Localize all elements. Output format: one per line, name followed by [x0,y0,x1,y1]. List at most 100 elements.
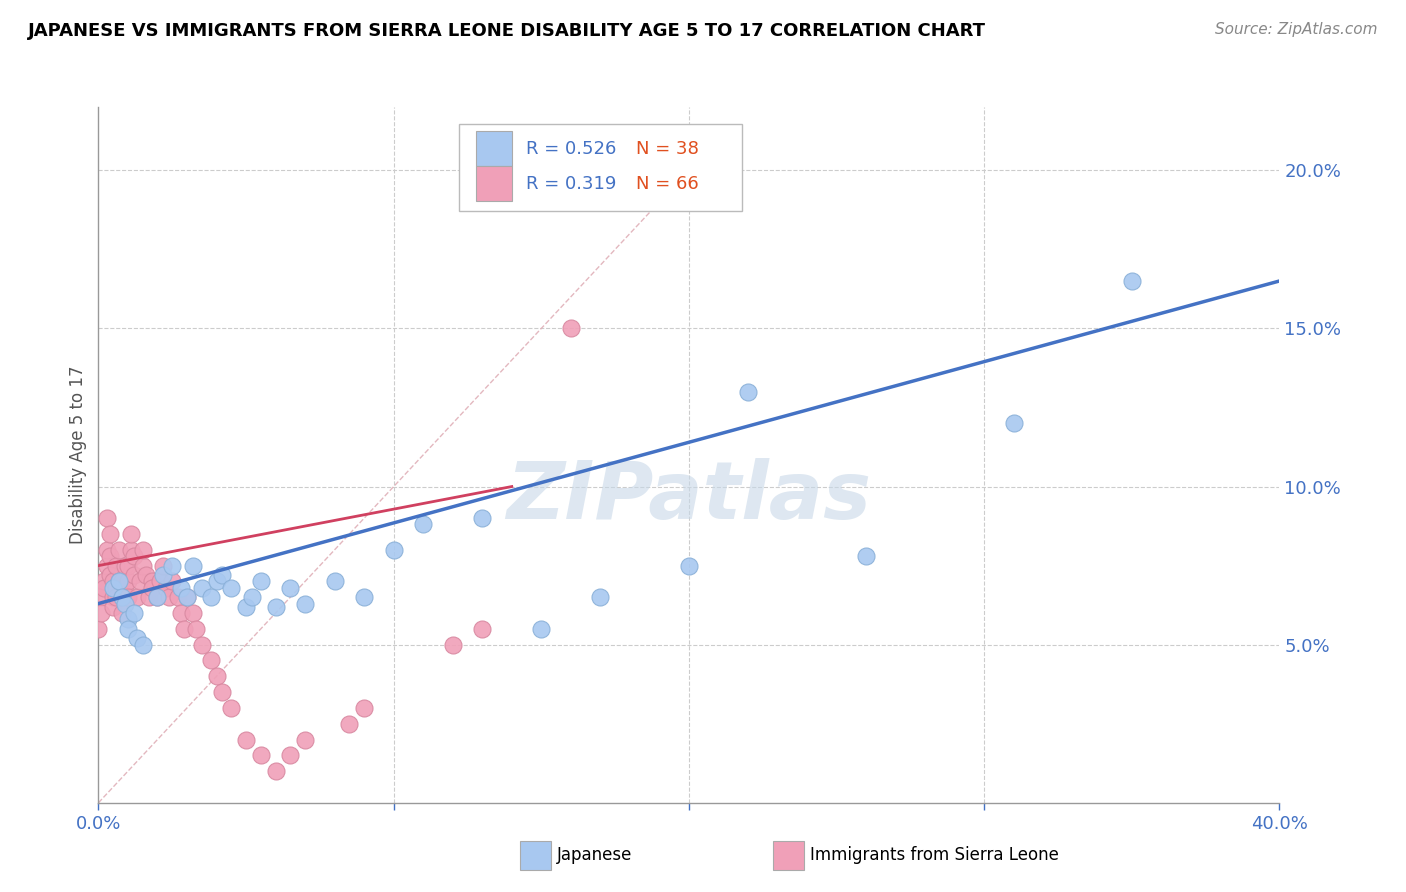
Point [353,701,375,715]
Point [108,542,131,557]
Point [1121,274,1143,288]
Point [205,574,228,589]
Point [278,581,302,595]
Point [117,591,139,605]
FancyBboxPatch shape [458,124,742,211]
Text: Source: ZipAtlas.com: Source: ZipAtlas.com [1215,22,1378,37]
Point [96,558,118,573]
Point [589,591,612,605]
Bar [477,166,512,201]
Text: Immigrants from Sierra Leone: Immigrants from Sierra Leone [810,847,1059,864]
Point [132,542,155,557]
Text: Japanese: Japanese [557,847,633,864]
Point [108,574,131,589]
Point [105,591,128,605]
Point [146,591,169,605]
Point [98,549,121,563]
Point [122,606,145,620]
Text: N = 66: N = 66 [636,175,699,193]
Point [117,574,139,589]
Point [105,558,128,573]
Point [149,574,172,589]
Point [135,568,157,582]
Point [176,591,198,605]
Point [191,638,214,652]
Point [240,591,263,605]
Point [111,591,134,605]
Point [125,591,148,605]
Point [191,581,214,595]
Point [855,549,877,563]
Point [211,568,233,582]
Point [211,685,233,699]
Point [152,568,174,582]
Point [117,612,139,626]
Point [170,606,193,620]
Point [200,591,222,605]
Point [117,622,139,636]
Point [181,606,204,620]
Point [250,748,273,763]
Point [250,574,273,589]
Point [737,384,759,399]
Point [93,581,115,595]
Text: N = 38: N = 38 [636,140,699,158]
Point [264,764,287,779]
Point [173,622,195,636]
Point [235,599,257,614]
Point [152,558,174,573]
Point [114,558,136,573]
Text: ZIPatlas: ZIPatlas [506,458,872,536]
Point [132,558,155,573]
Point [141,581,163,595]
Point [122,549,145,563]
Point [412,517,434,532]
Point [167,591,190,605]
Point [264,599,287,614]
Point [120,527,142,541]
Text: R = 0.319: R = 0.319 [526,175,616,193]
Point [90,606,112,620]
Point [1002,417,1025,431]
Point [125,632,148,646]
Point [184,622,207,636]
Point [114,597,136,611]
Point [132,638,155,652]
Bar [477,131,512,166]
Point [122,568,145,582]
Point [294,597,316,611]
Point [560,321,582,335]
Point [162,558,183,573]
Point [96,542,118,557]
Point [111,591,134,605]
Point [200,653,222,667]
Point [162,574,183,589]
Point [87,622,110,636]
Point [235,732,257,747]
Point [93,574,115,589]
Point [219,581,242,595]
Text: R = 0.526: R = 0.526 [526,140,616,158]
Point [155,581,177,595]
Point [382,542,405,557]
Point [181,558,204,573]
Point [114,581,136,595]
Point [103,581,125,595]
Point [138,591,160,605]
Point [120,542,142,557]
Point [146,591,169,605]
Point [219,701,242,715]
Point [103,574,125,589]
Point [103,599,125,614]
Point [530,622,553,636]
Point [170,581,193,595]
Point [353,591,375,605]
Point [323,574,346,589]
Point [117,558,139,573]
Point [337,716,360,731]
Point [98,568,121,582]
Point [141,574,163,589]
Point [105,581,128,595]
Point [111,606,134,620]
Point [205,669,228,683]
